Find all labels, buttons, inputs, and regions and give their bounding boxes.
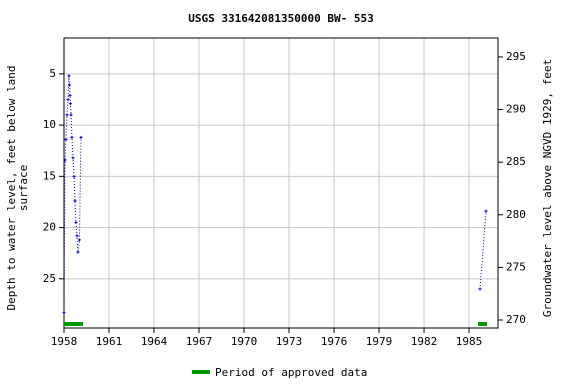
x-tick-label: 1979 [366, 335, 393, 348]
data-point [68, 83, 72, 87]
data-point [67, 74, 71, 78]
x-tick-label: 1982 [411, 335, 438, 348]
data-point [484, 209, 488, 213]
y-tick-label: 25 [43, 272, 56, 285]
data-point [68, 93, 72, 97]
y2-tick-label: 280 [506, 208, 526, 221]
y2-axis-label: Groundwater level above NGVD 1929, feet [541, 59, 554, 317]
data-point [66, 97, 70, 101]
data-point [76, 250, 80, 254]
y2-tick-label: 295 [506, 50, 526, 63]
data-point [478, 287, 482, 291]
approved-period [478, 322, 488, 326]
data-point [73, 199, 77, 203]
data-point [75, 234, 79, 238]
y-tick-label: 5 [49, 67, 56, 80]
data-point [62, 311, 66, 315]
y2-tick-label: 290 [506, 103, 526, 116]
data-point [77, 238, 81, 242]
x-tick-label: 1958 [51, 335, 78, 348]
y2-tick-label: 270 [506, 313, 526, 326]
legend-label: Period of approved data [215, 366, 367, 379]
data-point [63, 158, 67, 162]
data-point [71, 156, 75, 160]
y2-tick-label: 275 [506, 260, 526, 273]
x-tick-label: 1970 [231, 335, 258, 348]
y-tick-label: 20 [43, 221, 56, 234]
chart-title: USGS 331642081350000 BW- 553 [188, 12, 373, 25]
y2-tick-label: 285 [506, 155, 526, 168]
data-point [79, 135, 83, 139]
approved-period [64, 322, 84, 326]
y-axis-label: surface [17, 165, 30, 211]
data-point [68, 102, 72, 106]
series-line [63, 75, 82, 313]
x-tick-label: 1976 [321, 335, 348, 348]
x-tick-label: 1973 [276, 335, 303, 348]
data-point [74, 220, 78, 224]
y-tick-label: 10 [43, 118, 56, 131]
y-tick-label: 15 [43, 169, 56, 182]
plot-frame [63, 37, 499, 329]
x-tick-label: 1985 [456, 335, 483, 348]
data-point [69, 113, 73, 117]
y-axis-label: Depth to water level, feet below land [5, 65, 18, 310]
data-point [72, 174, 76, 178]
legend-swatch [192, 370, 210, 374]
data-point [64, 137, 68, 141]
data-point [65, 113, 69, 117]
data-point [70, 135, 74, 139]
series-line [479, 211, 487, 290]
x-tick-label: 1964 [141, 335, 168, 348]
x-tick-label: 1961 [96, 335, 123, 348]
x-tick-label: 1967 [186, 335, 213, 348]
